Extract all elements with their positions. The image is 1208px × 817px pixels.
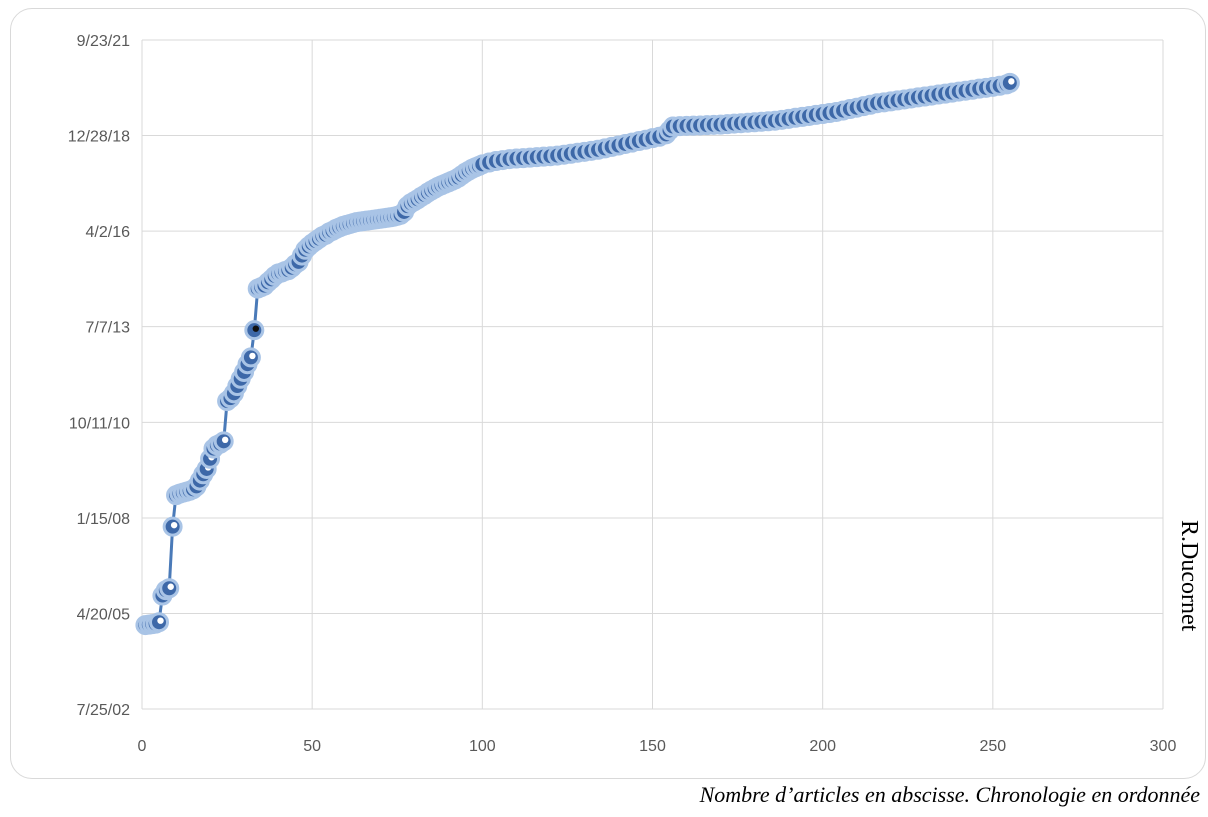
y-tick-label: 10/11/10 bbox=[69, 415, 130, 432]
y-tick-labels: 7/25/02 4/20/05 1/15/08 10/11/10 7/7/13 4/2/1… bbox=[68, 33, 130, 719]
x-tick-label: 50 bbox=[303, 738, 321, 755]
scatter-chart: 7/25/02 4/20/05 1/15/08 10/11/10 7/7/13 4/2/1… bbox=[68, 33, 1177, 755]
x-tick-label: 150 bbox=[639, 738, 666, 755]
y-tick-label: 7/7/13 bbox=[86, 320, 131, 337]
author-label: R.Ducornet bbox=[1176, 520, 1202, 632]
point-highlight bbox=[249, 352, 256, 360]
y-tick-label: 9/23/21 bbox=[77, 33, 130, 50]
x-tick-label: 250 bbox=[979, 738, 1006, 755]
x-tick-label: 200 bbox=[809, 738, 836, 755]
point-highlight bbox=[221, 436, 229, 444]
point-highlight bbox=[157, 617, 164, 624]
x-tick-label: 100 bbox=[469, 738, 496, 755]
y-tick-label: 12/28/18 bbox=[68, 129, 130, 146]
chart-caption: Nombre d’articles en abscisse. Chronolog… bbox=[699, 782, 1200, 807]
y-tick-label: 1/15/08 bbox=[77, 511, 130, 528]
point-highlight bbox=[170, 521, 178, 529]
chart-frame: 7/25/02 4/20/05 1/15/08 10/11/10 7/7/13 4/2/1… bbox=[10, 8, 1206, 779]
highlight-marker bbox=[252, 325, 260, 332]
x-tick-label: 300 bbox=[1150, 738, 1177, 755]
data-series bbox=[135, 72, 1020, 636]
axes bbox=[141, 40, 1163, 710]
y-tick-label: 4/2/16 bbox=[86, 224, 131, 241]
series-line bbox=[145, 81, 1011, 627]
x-tick-labels: 0 50 100 150 200 250 300 bbox=[138, 738, 1177, 755]
point-highlight bbox=[167, 583, 174, 590]
y-tick-label: 7/25/02 bbox=[77, 702, 130, 719]
point-highlight bbox=[1008, 78, 1015, 85]
x-tick-label: 0 bbox=[138, 738, 147, 755]
y-tick-label: 4/20/05 bbox=[77, 606, 130, 623]
